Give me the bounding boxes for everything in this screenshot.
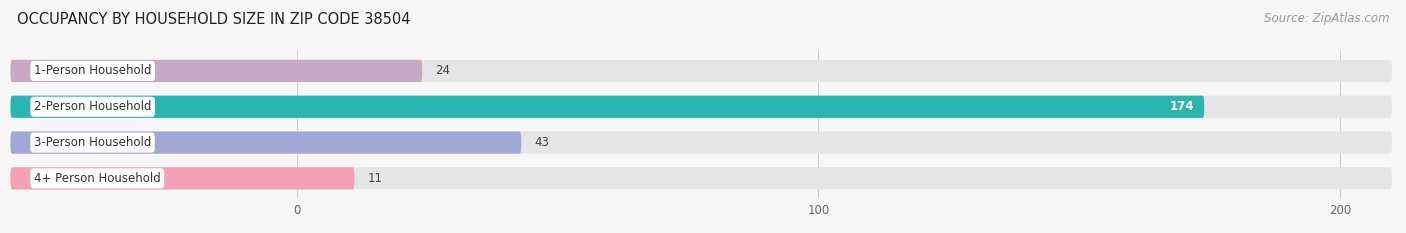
Text: 43: 43 <box>534 136 550 149</box>
Text: 3-Person Household: 3-Person Household <box>34 136 152 149</box>
Text: 1-Person Household: 1-Person Household <box>34 65 152 77</box>
FancyBboxPatch shape <box>10 96 1205 118</box>
Text: 24: 24 <box>436 65 450 77</box>
FancyBboxPatch shape <box>10 96 1392 118</box>
FancyBboxPatch shape <box>10 60 422 82</box>
Text: 4+ Person Household: 4+ Person Household <box>34 172 160 185</box>
Text: Source: ZipAtlas.com: Source: ZipAtlas.com <box>1264 12 1389 25</box>
Text: 2-Person Household: 2-Person Household <box>34 100 152 113</box>
FancyBboxPatch shape <box>10 167 354 189</box>
Text: 174: 174 <box>1170 100 1194 113</box>
FancyBboxPatch shape <box>10 131 522 154</box>
FancyBboxPatch shape <box>10 60 1392 82</box>
FancyBboxPatch shape <box>10 167 1392 189</box>
Text: 11: 11 <box>367 172 382 185</box>
FancyBboxPatch shape <box>10 131 1392 154</box>
Text: OCCUPANCY BY HOUSEHOLD SIZE IN ZIP CODE 38504: OCCUPANCY BY HOUSEHOLD SIZE IN ZIP CODE … <box>17 12 411 27</box>
